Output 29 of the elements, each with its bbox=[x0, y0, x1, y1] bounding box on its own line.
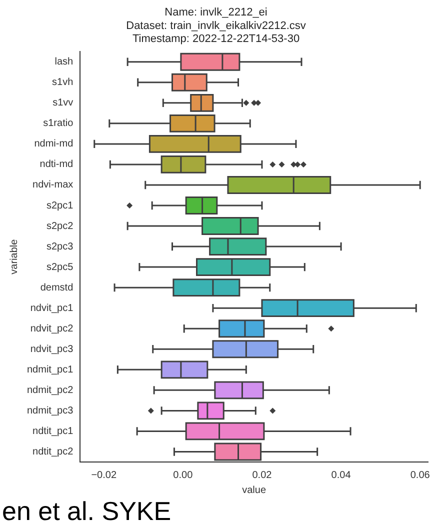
y-tick-label: ndtit_pc1 bbox=[32, 426, 74, 437]
y-tick-label: ndmit_pc2 bbox=[26, 384, 74, 396]
y-tick-label: ndmit_pc1 bbox=[26, 364, 74, 376]
y-tick-label: ndvit_pc3 bbox=[30, 344, 74, 355]
y-tick-label: s2pc5 bbox=[46, 262, 74, 273]
y-tick-label: ndmi-md bbox=[34, 138, 74, 150]
chart-title: Name: invlk_2212_ei Dataset: train_invlk_eikalkiv2212.csv Timestamp: 2022-12-22T14-53-30 bbox=[126, 6, 306, 46]
y-tick-label: s2pc2 bbox=[46, 220, 74, 232]
y-tick-label: ndvi-max bbox=[32, 180, 74, 191]
y-tick-label: ndmit_pc3 bbox=[26, 405, 74, 416]
y-tick-label: s2pc1 bbox=[46, 200, 74, 212]
x-tick-label: 0.02 bbox=[252, 470, 272, 481]
y-tick-label: demstd bbox=[40, 282, 74, 294]
y-tick-label: s1vh bbox=[52, 77, 74, 88]
y-axis-title: variable bbox=[8, 238, 20, 274]
x-tick-label: 0.04 bbox=[331, 470, 352, 481]
x-tick-label: −0.02 bbox=[91, 470, 117, 481]
text: en et al. SYKE bbox=[2, 496, 172, 526]
y-tick-label: ndvit_pc1 bbox=[30, 302, 74, 314]
x-tick-label: 0.00 bbox=[173, 470, 194, 481]
y-tick-label: ndvit_pc2 bbox=[30, 323, 74, 334]
y-tick-label: ndti-md bbox=[40, 159, 74, 170]
y-tick-label: s2pc3 bbox=[46, 241, 74, 252]
x-tick-label: 0.06 bbox=[410, 470, 430, 481]
y-tick-label: ndtit_pc2 bbox=[32, 446, 74, 458]
x-axis-title: value bbox=[242, 484, 266, 496]
y-tick-label: s1vv bbox=[52, 98, 74, 109]
y-tick-label: lash bbox=[54, 56, 74, 68]
y-tick-label: s1ratio bbox=[43, 118, 74, 130]
